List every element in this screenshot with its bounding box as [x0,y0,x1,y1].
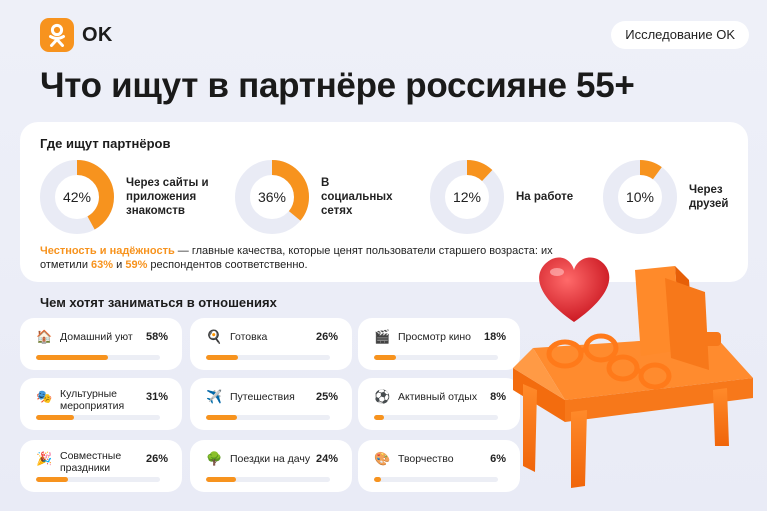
activity-label: Путешествия [230,391,295,403]
tree-icon: 🌳 [206,451,223,466]
activity-bar-track [36,355,160,360]
activity-label: Активный отдых [398,391,478,403]
note-text: и [113,259,126,271]
clapper-board-icon: 🎬 [374,329,391,344]
activity-value: 8% [490,391,506,403]
activity-card: 🎭 Культурные мероприятия 31% [20,378,182,430]
activity-label: Просмотр кино [398,331,471,343]
note-text: респондентов соответственно. [147,259,308,271]
activity-bar-track [206,477,330,482]
heart-icon [539,257,610,322]
note-highlight: 63% [91,259,114,271]
activity-label: Творчество [398,453,454,465]
activity-bar [36,355,108,360]
honesty-note: Честность и надёжность — главные качеств… [40,244,560,272]
airplane-icon: ✈️ [206,389,223,404]
frying-pan-icon: 🍳 [206,329,223,344]
activity-card: 🍳 Готовка 26% [190,318,352,370]
activity-value: 18% [483,331,506,343]
activity-card: 🏠 Домашний уют 58% [20,318,182,370]
activity-bar [36,415,75,420]
donut-value: 42% [62,189,92,205]
activity-card: ✈️ Путешествия 25% [190,378,352,430]
activity-bar [374,477,382,482]
activity-value: 26% [315,331,338,343]
donut-chart: 10% [603,160,677,234]
donut-chart: 42% [40,160,114,234]
research-badge: Исследование OK [611,21,749,49]
donut-label: В социальных сетях [321,177,393,217]
where-card: Где ищут партнёров 42% Через сайты и при… [20,122,748,282]
activity-label: Домашний уют [60,331,133,343]
activity-card: 🎬 Просмотр кино 18% [358,318,520,370]
donut-value: 12% [452,189,482,205]
where-section-title: Где ищут партнёров [40,136,171,151]
donut-arc [235,160,309,234]
activity-bar [206,477,236,482]
ok-logo: OK [40,18,113,52]
donut-label: Через сайты и приложения знакомств [126,177,209,217]
party-popper-icon: 🎉 [36,451,53,466]
activity-label: Культурные мероприятия [60,388,125,412]
activity-value: 26% [145,453,168,465]
donut-item: 36% В социальных сетях [235,160,401,234]
wallet-icon [635,266,721,370]
activity-bar [374,415,384,420]
activity-bar [374,355,397,360]
donut-arc [603,160,677,234]
activity-value: 25% [315,391,338,403]
donut-item: 12% На работе [430,160,596,234]
note-highlight: 59% [125,259,148,271]
glasses-icon [546,333,672,390]
activity-label: Готовка [230,331,268,343]
palette-icon: 🎨 [374,451,391,466]
theater-masks-icon: 🎭 [36,389,53,404]
note-highlight: Честность и надёжность [40,245,175,257]
table-heart-illustration [513,257,753,488]
donut-chart: 36% [235,160,309,234]
ok-logo-icon [40,18,74,52]
donut-arc [40,160,114,234]
donut-item: 10% Через друзей [603,160,739,234]
activity-value: 6% [490,453,506,465]
activity-bar-track [374,477,498,482]
donut-item: 42% Через сайты и приложения знакомств [40,160,216,234]
activity-card: ⚽ Активный отдых 8% [358,378,520,430]
donut-label: На работе [516,191,574,203]
activity-bar [206,415,237,420]
activity-bar-track [36,477,160,482]
activity-value: 31% [145,391,168,403]
donut-arc [430,160,504,234]
activity-bar-track [374,415,498,420]
activity-bar [206,355,239,360]
note-text: — главные качества, которые ценят пользо… [40,245,553,271]
activity-bar [36,477,69,482]
activity-label: Совместные праздники [60,450,122,474]
activities-section-title: Чем хотят заниматься в отношениях [40,295,277,310]
logo-text: OK [82,23,113,46]
activity-bar-track [374,355,498,360]
house-icon: 🏠 [36,329,53,344]
page-title: Что ищут в партнёре россияне 55+ [40,66,635,105]
activity-value: 24% [315,453,338,465]
activity-bar-track [206,415,330,420]
activity-value: 58% [145,331,168,343]
donut-chart: 12% [430,160,504,234]
activity-label: Поездки на дачу [230,453,311,465]
activity-bar-track [206,355,330,360]
donut-label: Через друзей [689,184,729,210]
activity-card: 🎨 Творчество 6% [358,440,520,492]
soccer-ball-icon: ⚽ [374,389,391,404]
donut-value: 10% [625,189,655,205]
activity-card: 🎉 Совместные праздники 26% [20,440,182,492]
activity-card: 🌳 Поездки на дачу 24% [190,440,352,492]
donut-value: 36% [257,189,287,205]
activity-bar-track [36,415,160,420]
